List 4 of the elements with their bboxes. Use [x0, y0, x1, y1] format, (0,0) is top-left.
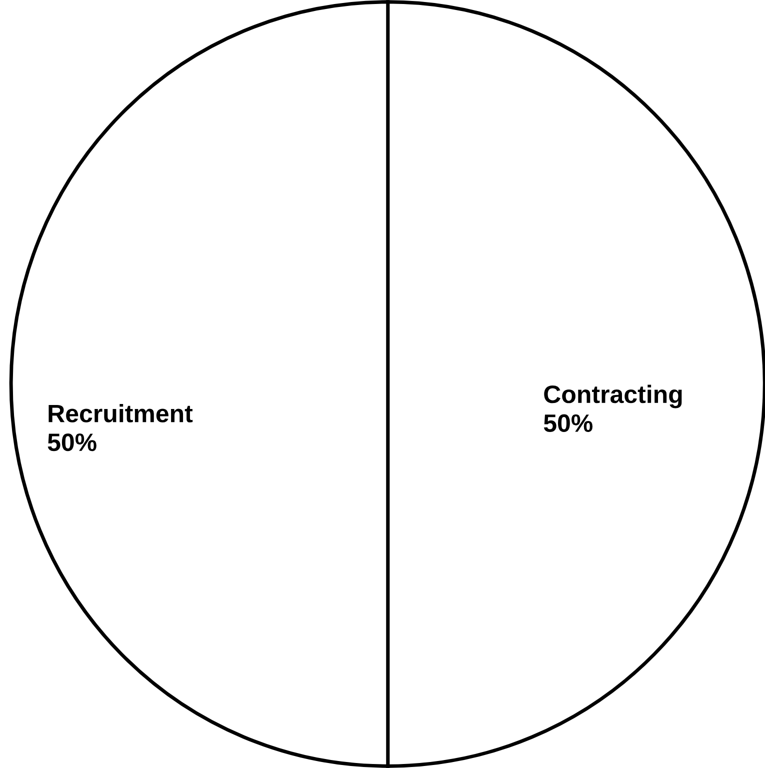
data-label: 50%: [48, 433, 96, 452]
data-label: 50%: [544, 414, 592, 432]
slice-label: Recruitment: [48, 404, 193, 422]
slice-label: Contracting: [544, 384, 682, 408]
